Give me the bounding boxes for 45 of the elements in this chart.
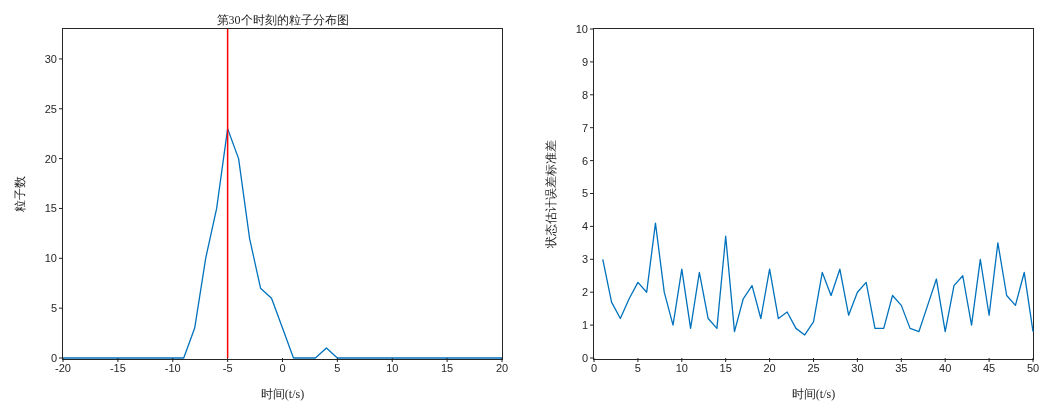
x-tick-label: 5: [634, 361, 641, 374]
x-tick-label: 15: [441, 361, 454, 374]
y-tick-label: 10: [44, 252, 57, 265]
x-tick-label: 20: [495, 361, 509, 374]
x-tick-label: 0: [590, 361, 598, 374]
x-tick-label: 50: [1026, 361, 1040, 374]
line-series: [62, 128, 503, 359]
x-tick-label: 25: [807, 361, 820, 374]
y-axis-title: 粒子数: [13, 175, 28, 212]
x-tick-label: 45: [982, 361, 996, 374]
x-tick-label: -20: [55, 361, 71, 374]
y-tick-label: 15: [44, 202, 57, 215]
x-axis-title: 时间(t/s): [791, 387, 836, 401]
chart-title: 第30个时刻的粒子分布图: [216, 13, 349, 27]
y-tick-label: 5: [50, 302, 57, 315]
x-tick-label: 15: [719, 361, 732, 374]
x-tick-label: 40: [939, 361, 952, 374]
x-tick-label: -15: [109, 361, 126, 374]
x-tick-label: -5: [222, 361, 233, 374]
y-tick-label: 30: [44, 52, 57, 65]
y-tick-label: 1: [581, 319, 588, 332]
y-tick-label: 2: [581, 286, 588, 299]
x-tick-label: 0: [279, 361, 286, 374]
line-series: [602, 222, 1034, 336]
x-tick-label: 5: [334, 361, 341, 374]
y-tick-label: 3: [581, 253, 588, 266]
y-tick-label: 0: [50, 351, 57, 364]
x-tick-label: -10: [164, 361, 181, 374]
y-tick-label: 20: [44, 152, 57, 165]
y-tick-label: 7: [581, 121, 588, 134]
x-tick-label: 10: [386, 361, 399, 374]
y-tick-label: 6: [581, 154, 588, 167]
y-tick-label: 0: [581, 351, 588, 364]
x-tick-label: 20: [763, 361, 776, 374]
y-tick-label: 10: [575, 22, 588, 35]
y-tick-label: 4: [581, 220, 588, 233]
y-tick-label: 9: [581, 55, 588, 68]
y-tick-label: 8: [581, 88, 588, 101]
x-tick-label: 30: [851, 361, 864, 374]
y-tick-label: 25: [44, 102, 57, 115]
y-axis-title: 状态估计误差标准差: [544, 139, 559, 249]
x-axis-title: 时间(t/s): [260, 387, 305, 401]
x-tick-label: 35: [895, 361, 908, 374]
x-tick-label: 10: [675, 361, 688, 374]
y-tick-label: 5: [581, 187, 588, 200]
